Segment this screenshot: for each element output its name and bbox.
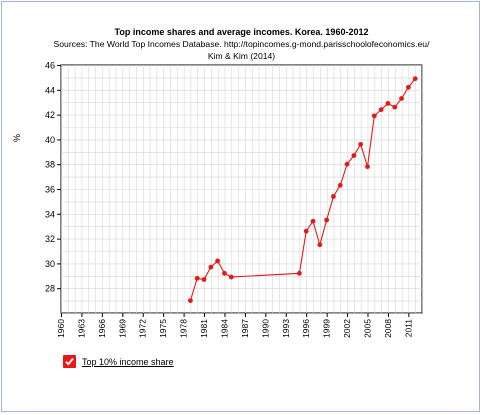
data-point xyxy=(358,141,364,147)
y-axis-label: % xyxy=(12,134,22,142)
x-tick-label: 1978 xyxy=(179,319,189,338)
y-tick-label: 36 xyxy=(45,185,55,195)
data-point xyxy=(310,218,316,224)
data-point xyxy=(351,153,357,158)
x-tick-label: 1966 xyxy=(97,319,107,338)
x-tick-label: 1975 xyxy=(158,319,168,338)
chart-header: Top income shares and average incomes. K… xyxy=(0,26,483,62)
data-point xyxy=(201,277,207,282)
data-point xyxy=(194,275,200,281)
chart-title: Top income shares and average incomes. K… xyxy=(114,27,369,37)
data-point xyxy=(365,164,370,170)
data-point xyxy=(324,217,330,223)
series-layer xyxy=(188,76,418,303)
x-tick-label: 1969 xyxy=(117,319,127,338)
axes: 28 30 32 34 36 38 40 42 44 46 1960 1963 1966 1969 1972… xyxy=(45,61,413,338)
x-tick-label: 1981 xyxy=(199,319,209,338)
data-point xyxy=(228,274,234,280)
legend-label[interactable]: Top 10% income share xyxy=(82,356,174,367)
y-tick-label: 28 xyxy=(45,284,55,294)
grid xyxy=(60,64,423,314)
x-tick-label: 1987 xyxy=(240,319,250,338)
x-tick-label: 1972 xyxy=(138,319,148,338)
data-point xyxy=(399,96,404,101)
y-tick-label: 30 xyxy=(45,259,55,269)
data-point xyxy=(385,101,391,106)
chart-source: Kim & Kim (2014) xyxy=(207,51,276,61)
x-tick-label: 1993 xyxy=(281,319,291,338)
y-tick-label: 32 xyxy=(45,234,55,244)
plot-area xyxy=(60,64,423,314)
data-point xyxy=(215,258,221,264)
y-tick-label: 44 xyxy=(45,85,55,95)
y-tick-label: 46 xyxy=(45,61,55,71)
data-point xyxy=(392,104,398,110)
y-tick-label: 34 xyxy=(45,209,55,219)
data-point xyxy=(222,270,227,276)
data-point xyxy=(296,270,302,276)
x-tick-label: 1963 xyxy=(76,319,86,338)
data-point xyxy=(344,161,350,167)
x-tick-label: 1996 xyxy=(301,319,311,338)
data-point xyxy=(331,194,336,199)
x-tick-label: 2008 xyxy=(383,319,393,338)
x-tick-label: 1960 xyxy=(56,319,66,338)
data-point xyxy=(412,76,418,82)
chart-subtitle: Sources: The World Top Incomes Database.… xyxy=(53,39,430,49)
checkbox-icon[interactable] xyxy=(63,355,76,368)
legend[interactable]: Top 10% income share xyxy=(63,355,174,368)
data-point xyxy=(208,264,214,270)
x-tick-label: 1999 xyxy=(322,319,332,338)
x-tick-label: 2011 xyxy=(403,319,413,338)
y-tick-label: 38 xyxy=(45,160,55,170)
x-tick-label: 2005 xyxy=(363,319,373,338)
y-tick-label: 40 xyxy=(45,135,55,145)
x-tick-label: 1984 xyxy=(219,319,229,338)
data-point xyxy=(188,298,193,303)
data-point xyxy=(405,84,411,90)
x-tick-label: 2002 xyxy=(342,319,352,338)
data-point xyxy=(337,182,343,188)
data-point xyxy=(317,242,323,248)
data-point xyxy=(378,107,384,113)
data-point xyxy=(303,228,309,234)
x-tick-label: 1990 xyxy=(260,319,270,338)
y-tick-label: 42 xyxy=(45,110,55,120)
data-point xyxy=(371,113,377,119)
